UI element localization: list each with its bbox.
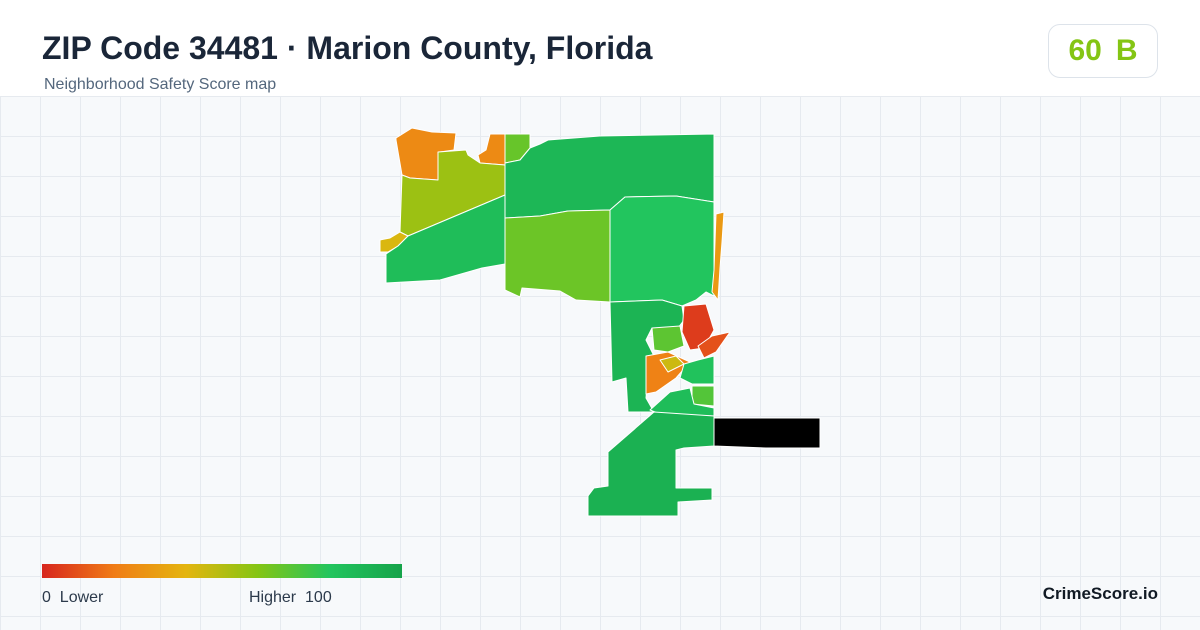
tract-far-south-green	[587, 411, 715, 517]
tract-cluster-lime	[651, 325, 685, 353]
score-grade: B	[1115, 34, 1138, 67]
tract-cluster-red-2	[697, 331, 731, 359]
tract-cluster-lime-2	[691, 385, 715, 407]
tract-cluster-green	[679, 355, 715, 385]
tract-east-strip	[711, 211, 725, 301]
tract-center-lime	[504, 209, 611, 303]
tract-nw-orange-2	[477, 133, 506, 166]
tract-center-green	[609, 195, 715, 307]
page-subtitle: Neighborhood Safety Score map	[44, 76, 277, 93]
brand-logo: CrimeScore.io	[1042, 584, 1158, 603]
page-title: ZIP Code 34481 · Marion County, Florida	[42, 30, 653, 66]
score-badge: 60 B	[1048, 24, 1158, 78]
score-value: 60	[1068, 34, 1102, 67]
header: ZIP Code 34481 · Marion County, Florida …	[0, 0, 1200, 96]
legend-high-label: Higher 100	[249, 589, 332, 606]
legend-color-bar	[42, 564, 402, 578]
legend-low-label: 0 Lower	[42, 589, 104, 606]
